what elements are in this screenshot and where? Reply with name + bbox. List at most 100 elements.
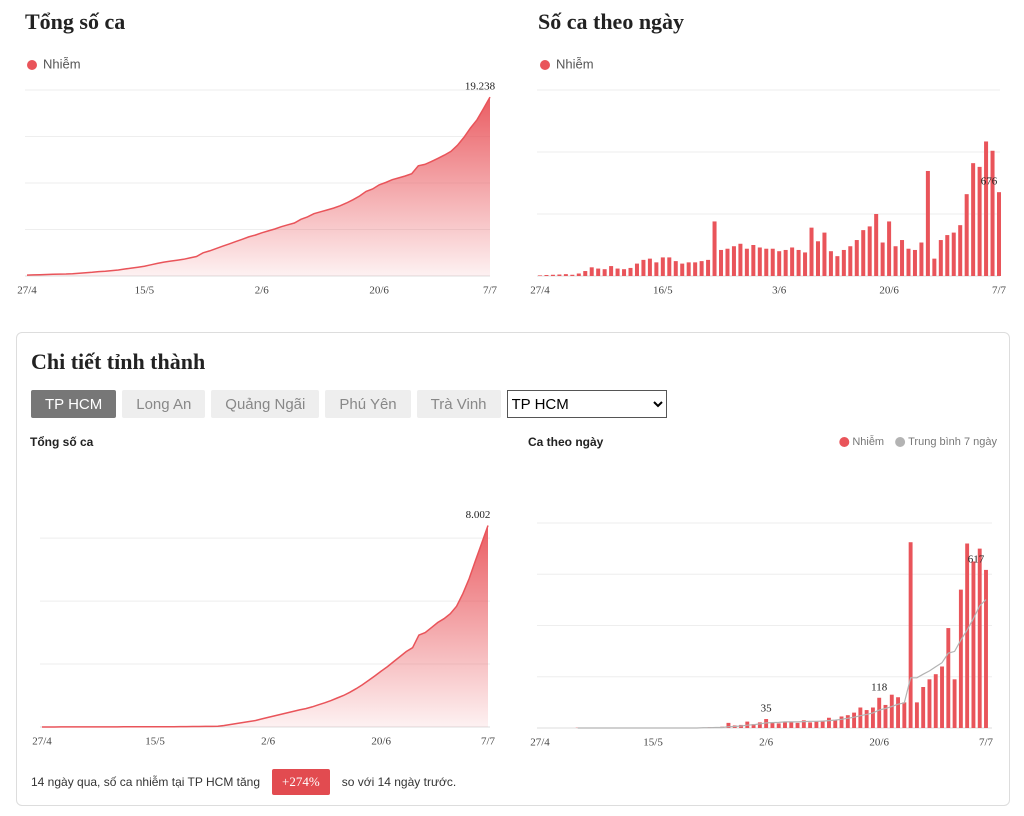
bar bbox=[660, 257, 665, 276]
chart-title: Tổng số ca bbox=[25, 9, 125, 34]
bar bbox=[977, 166, 982, 276]
summary-text: so với 14 ngày trước. bbox=[341, 775, 457, 789]
bar bbox=[867, 226, 872, 276]
bar bbox=[751, 245, 756, 276]
bar bbox=[925, 170, 930, 276]
bar bbox=[654, 262, 659, 276]
bar bbox=[550, 274, 555, 276]
tab[interactable]: TP HCM bbox=[31, 390, 117, 418]
summary: 14 ngày qua, số ca nhiễm tại TP HCM tăng… bbox=[31, 769, 456, 795]
legend-dot bbox=[540, 60, 550, 70]
line bbox=[26, 96, 491, 276]
bar bbox=[706, 259, 711, 276]
province-panel: Chi tiết tỉnh thành TP HCM Long An Quảng N… bbox=[16, 332, 1010, 806]
bar bbox=[609, 266, 614, 276]
bar bbox=[719, 249, 724, 276]
bar bbox=[984, 141, 989, 276]
bar bbox=[835, 256, 840, 276]
x-tick-label: 2/6 bbox=[255, 285, 270, 297]
bar bbox=[680, 263, 685, 276]
bar bbox=[919, 242, 924, 276]
x-tick-label: 27/4 bbox=[530, 285, 550, 297]
bar bbox=[790, 247, 795, 276]
bar bbox=[738, 243, 743, 276]
bar bbox=[757, 247, 762, 276]
tab[interactable]: Long An bbox=[122, 390, 206, 418]
legend-label: Nhiễm bbox=[43, 56, 81, 71]
bar bbox=[809, 227, 814, 276]
tab[interactable]: Phú Yên bbox=[325, 390, 411, 418]
bar bbox=[641, 259, 646, 276]
bar bbox=[557, 274, 562, 276]
tabs: TP HCM Long An Quảng Ngãi Phú Yên Trà Vinh TP… bbox=[31, 390, 667, 418]
bar bbox=[803, 252, 808, 276]
bar bbox=[822, 232, 827, 276]
bar bbox=[673, 261, 678, 276]
data-label: 19.238 bbox=[465, 81, 496, 93]
bar bbox=[958, 225, 963, 276]
bar bbox=[583, 271, 588, 276]
bar bbox=[725, 248, 730, 276]
bar bbox=[570, 274, 575, 276]
bar bbox=[964, 194, 969, 276]
summary-text: 14 ngày qua, số ca nhiễm tại TP HCM tăng bbox=[31, 775, 261, 789]
bar bbox=[945, 235, 950, 276]
x-tick-label: 3/6 bbox=[772, 285, 787, 297]
legend-label: Nhiễm bbox=[556, 56, 594, 71]
bar bbox=[848, 246, 853, 276]
bar bbox=[712, 221, 717, 276]
bar bbox=[971, 163, 976, 276]
badge: +274% bbox=[272, 769, 330, 795]
bar bbox=[770, 248, 775, 276]
bar bbox=[912, 249, 917, 276]
bar bbox=[647, 258, 652, 276]
bar bbox=[880, 242, 885, 276]
section-title: Chi tiết tỉnh thành bbox=[31, 349, 206, 374]
bar bbox=[628, 267, 633, 276]
bar bbox=[634, 263, 639, 276]
tab[interactable]: Trà Vinh bbox=[416, 390, 501, 418]
bar bbox=[777, 251, 782, 276]
bar bbox=[596, 268, 601, 276]
legend-dot bbox=[27, 60, 37, 70]
bar bbox=[783, 249, 788, 276]
data-label: 676 bbox=[981, 176, 998, 188]
bar bbox=[841, 249, 846, 276]
bar bbox=[906, 248, 911, 276]
bar bbox=[796, 249, 801, 276]
bar bbox=[744, 248, 749, 276]
x-tick-label: 15/5 bbox=[135, 285, 155, 297]
bar bbox=[589, 267, 594, 276]
bar bbox=[602, 269, 607, 276]
x-tick-label: 20/6 bbox=[879, 285, 899, 297]
bar bbox=[544, 275, 549, 276]
area bbox=[27, 97, 490, 276]
bar bbox=[893, 246, 898, 276]
bar bbox=[951, 232, 956, 276]
bar bbox=[667, 257, 672, 276]
bar bbox=[938, 240, 943, 276]
bar bbox=[815, 241, 820, 276]
x-tick-label: 20/6 bbox=[369, 285, 389, 297]
bar bbox=[615, 268, 620, 276]
x-tick-label: 7/7 bbox=[992, 285, 1007, 297]
bar bbox=[563, 274, 568, 276]
bar bbox=[537, 275, 543, 276]
bar bbox=[861, 230, 866, 276]
x-tick-label: 7/7 bbox=[483, 285, 498, 297]
bar bbox=[854, 240, 859, 276]
bar bbox=[932, 258, 937, 276]
bar bbox=[693, 262, 698, 276]
x-tick-label: 16/5 bbox=[653, 285, 673, 297]
bar bbox=[699, 261, 704, 276]
province-select[interactable]: TP HCM bbox=[506, 390, 667, 418]
bar bbox=[622, 269, 627, 276]
bar bbox=[874, 214, 879, 276]
chart-title: Số ca theo ngày bbox=[538, 9, 684, 34]
bar bbox=[686, 262, 691, 276]
bar bbox=[996, 192, 1002, 276]
bar bbox=[731, 246, 736, 276]
bar bbox=[576, 273, 581, 276]
tab[interactable]: Quảng Ngãi bbox=[211, 390, 320, 418]
